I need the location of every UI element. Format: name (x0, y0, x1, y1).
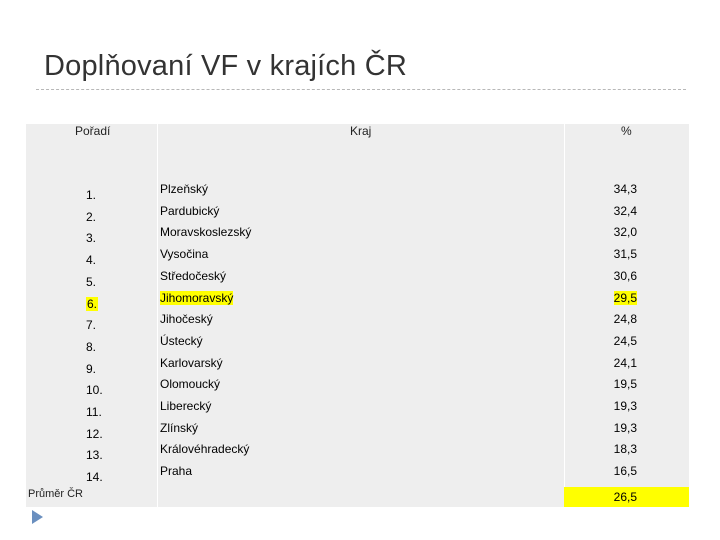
row-region: Středočeský (160, 268, 227, 283)
row-rank: 6. (86, 296, 99, 311)
row-region: Jihočeský (160, 312, 213, 327)
row-region: Karlovarský (160, 355, 223, 370)
table-row: 9. Karlovarský 24,1 (26, 356, 689, 378)
average-cell: 26,5 (564, 487, 689, 507)
row-percent: 19,5 (613, 377, 637, 392)
average-value: 26,5 (613, 490, 637, 504)
row-rank: 14. (86, 470, 103, 485)
row-percent: 31,5 (613, 247, 637, 262)
row-percent: 32,0 (613, 225, 637, 240)
header-region: Kraj (350, 124, 372, 138)
row-rank: 3. (86, 231, 97, 246)
row-region: Ústecký (160, 333, 203, 348)
row-percent: 34,3 (613, 182, 637, 196)
table-row: 11. Liberecký 19,3 (26, 399, 689, 421)
row-rank: 1. (86, 188, 97, 202)
row-percent: 24,5 (613, 333, 637, 348)
row-region: Pardubický (160, 203, 220, 218)
table-row: 12. Zlínský 19,3 (26, 421, 689, 443)
row-percent: 24,1 (613, 355, 637, 370)
row-region: Liberecký (160, 399, 212, 413)
row-percent: 16,5 (613, 464, 637, 479)
row-rank: 13. (86, 448, 103, 463)
row-region: Zlínský (160, 420, 199, 435)
row-region: Jihomoravský (160, 290, 234, 305)
slide-title: Doplňovaní VF v krajích ČR (44, 50, 407, 82)
row-region: Plzeňský (160, 182, 209, 196)
row-region: Královéhradecký (160, 442, 250, 457)
table-row: 3. Moravskoslezský 32,0 (26, 225, 689, 247)
row-percent: 24,8 (613, 312, 637, 327)
table-row: 6. Jihomoravský 29,5 (26, 290, 689, 313)
row-region: Vysočina (160, 247, 209, 262)
row-rank: 8. (86, 339, 97, 354)
table-row: 13. Královéhradecký 18,3 (26, 442, 689, 464)
row-percent: 32,4 (613, 203, 637, 218)
row-percent: 29,5 (613, 290, 637, 305)
region-table: Pořadí Kraj % 1. Plzeňský 34,3 2. Pardubický… (26, 124, 689, 507)
header-rank: Pořadí (75, 124, 111, 138)
table-row: 1. Plzeňský 34,3 (26, 182, 689, 204)
row-rank: 9. (86, 361, 97, 376)
row-percent: 18,3 (613, 442, 637, 457)
table-row: 5. Středočeský 30,6 (26, 269, 689, 291)
row-region: Olomoucký (160, 377, 221, 392)
row-rank: 11. (86, 405, 102, 419)
table-row: 2. Pardubický 32,4 (26, 204, 689, 226)
row-rank: 12. (86, 426, 103, 441)
table-row: 10. Olomoucký 19,5 (26, 377, 689, 399)
table-row: 7. Jihočeský 24,8 (26, 312, 689, 334)
row-rank: 2. (86, 209, 97, 224)
row-percent: 19,3 (613, 399, 637, 413)
row-rank: 4. (86, 253, 97, 268)
table-row: 8. Ústecký 24,5 (26, 334, 689, 356)
average-label: Průměr ČR (28, 488, 84, 500)
column-separator (157, 124, 158, 507)
table-row: 4. Vysočina 31,5 (26, 247, 689, 269)
row-percent: 19,3 (613, 420, 637, 435)
row-percent: 30,6 (613, 268, 637, 283)
row-region: Moravskoslezský (160, 225, 252, 240)
table-row: 14. Praha 16,5 (26, 464, 689, 486)
row-region: Praha (160, 464, 193, 479)
header-percent: % (621, 124, 632, 138)
table-header: Pořadí Kraj % (26, 124, 689, 182)
row-rank: 7. (86, 318, 97, 333)
row-rank: 5. (86, 274, 97, 289)
row-rank: 10. (86, 383, 103, 398)
title-divider (36, 89, 686, 90)
column-separator (564, 124, 565, 507)
triangle-bullet-icon (32, 510, 43, 524)
